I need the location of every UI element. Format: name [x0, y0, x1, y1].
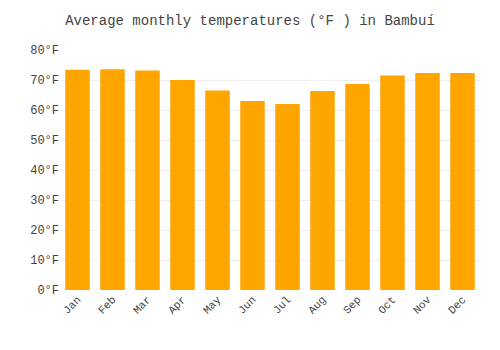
- svg-text:0°F: 0°F: [37, 284, 59, 298]
- svg-text:Jul: Jul: [271, 294, 293, 316]
- svg-text:Feb: Feb: [96, 294, 118, 316]
- svg-text:Average monthly temperatures (: Average monthly temperatures (°F ) in Ba…: [65, 13, 435, 29]
- svg-text:Dec: Dec: [446, 294, 468, 316]
- svg-text:Jan: Jan: [61, 294, 83, 316]
- svg-text:Nov: Nov: [411, 294, 434, 317]
- svg-text:Oct: Oct: [376, 294, 398, 316]
- svg-text:Aug: Aug: [306, 294, 328, 316]
- svg-text:Apr: Apr: [166, 294, 188, 316]
- svg-text:50°F: 50°F: [30, 134, 59, 148]
- svg-text:Jun: Jun: [236, 294, 258, 316]
- svg-text:May: May: [201, 294, 224, 317]
- svg-text:10°F: 10°F: [30, 254, 59, 268]
- svg-text:40°F: 40°F: [30, 164, 59, 178]
- svg-text:Mar: Mar: [131, 294, 153, 316]
- svg-text:70°F: 70°F: [30, 74, 59, 88]
- svg-text:Sep: Sep: [341, 294, 363, 316]
- svg-text:20°F: 20°F: [30, 224, 59, 238]
- svg-text:80°F: 80°F: [30, 44, 59, 58]
- svg-text:30°F: 30°F: [30, 194, 59, 208]
- svg-text:60°F: 60°F: [30, 104, 59, 118]
